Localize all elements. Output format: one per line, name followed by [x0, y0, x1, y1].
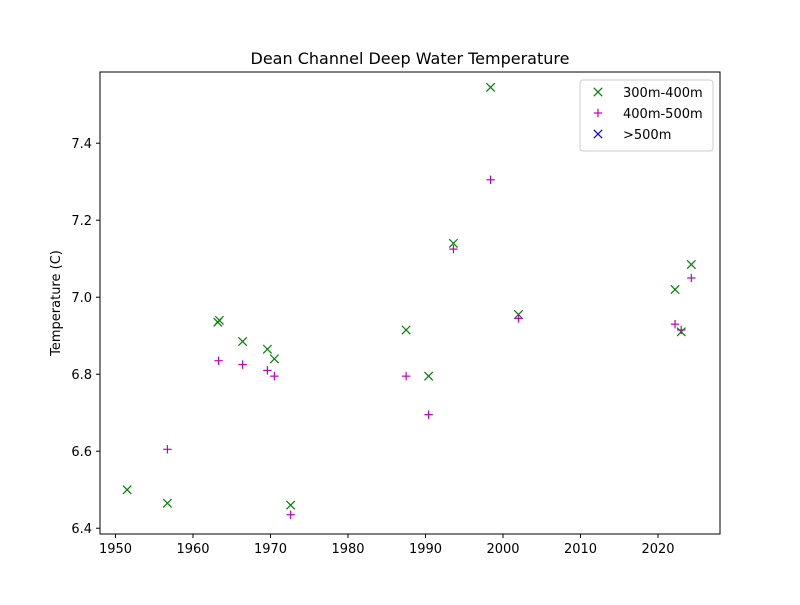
- chart-container: Dean Channel Deep Water Temperature Temp…: [0, 0, 800, 600]
- legend-entry-label: >500m: [623, 128, 671, 143]
- chart-title: Dean Channel Deep Water Temperature: [251, 49, 570, 68]
- legend: 300m-400m 400m-500m >500m: [580, 80, 713, 151]
- scatter-chart: Dean Channel Deep Water Temperature Temp…: [0, 0, 800, 600]
- x-tick-label: 2000: [486, 542, 519, 557]
- y-tick-label: 7.2: [71, 214, 92, 229]
- y-tick-label: 6.4: [71, 522, 92, 537]
- y-tick-label: 7.4: [71, 137, 92, 152]
- x-tick-label: 1980: [331, 542, 364, 557]
- y-axis-label: Temperature (C): [49, 250, 64, 357]
- legend-entry-label: 400m-500m: [623, 107, 703, 122]
- y-axis-ticks: 6.4 6.6 6.8 7.0 7.2 7.4: [71, 137, 100, 537]
- y-tick-label: 6.6: [71, 445, 92, 460]
- x-tick-label: 2020: [641, 542, 674, 557]
- legend-entry-label: 300m-400m: [623, 86, 703, 101]
- x-tick-label: 1990: [409, 542, 442, 557]
- x-tick-label: 1950: [99, 542, 132, 557]
- x-tick-label: 1960: [176, 542, 209, 557]
- y-tick-label: 7.0: [71, 291, 92, 306]
- y-tick-label: 6.8: [71, 368, 92, 383]
- x-axis-ticks: 1950 1960 1970 1980 1990 2000 2010 2020: [99, 534, 675, 557]
- x-tick-label: 1970: [254, 542, 287, 557]
- x-tick-label: 2010: [564, 542, 597, 557]
